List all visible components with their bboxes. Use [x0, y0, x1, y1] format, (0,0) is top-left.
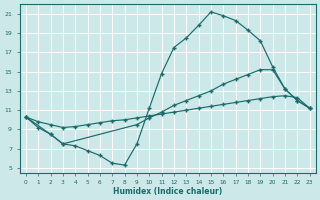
X-axis label: Humidex (Indice chaleur): Humidex (Indice chaleur) — [113, 187, 222, 196]
